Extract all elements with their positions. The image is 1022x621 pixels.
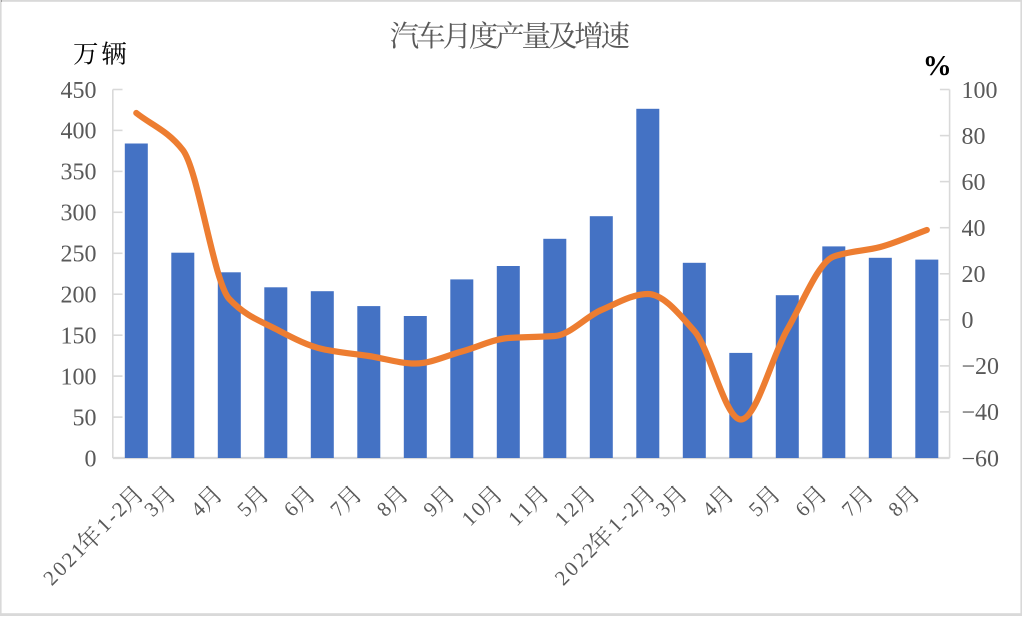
svg-text:400: 400 [61, 119, 97, 145]
svg-text:−60: −60 [962, 446, 1000, 472]
svg-text:200: 200 [61, 283, 97, 309]
svg-text:450: 450 [61, 78, 97, 104]
svg-text:150: 150 [61, 324, 97, 350]
svg-text:300: 300 [61, 201, 97, 227]
svg-text:60: 60 [962, 170, 986, 196]
svg-text:0: 0 [962, 308, 974, 334]
svg-text:50: 50 [73, 405, 97, 431]
svg-text:100: 100 [962, 78, 998, 104]
svg-text:−20: −20 [962, 354, 1000, 380]
svg-text:−40: −40 [962, 400, 1000, 426]
svg-text:80: 80 [962, 124, 986, 150]
svg-text:0: 0 [85, 446, 97, 472]
svg-text:20: 20 [962, 262, 986, 288]
svg-text:250: 250 [61, 242, 97, 268]
svg-text:40: 40 [962, 216, 986, 242]
svg-text:%: % [923, 50, 952, 82]
svg-text:100: 100 [61, 364, 97, 390]
svg-text:350: 350 [61, 160, 97, 186]
